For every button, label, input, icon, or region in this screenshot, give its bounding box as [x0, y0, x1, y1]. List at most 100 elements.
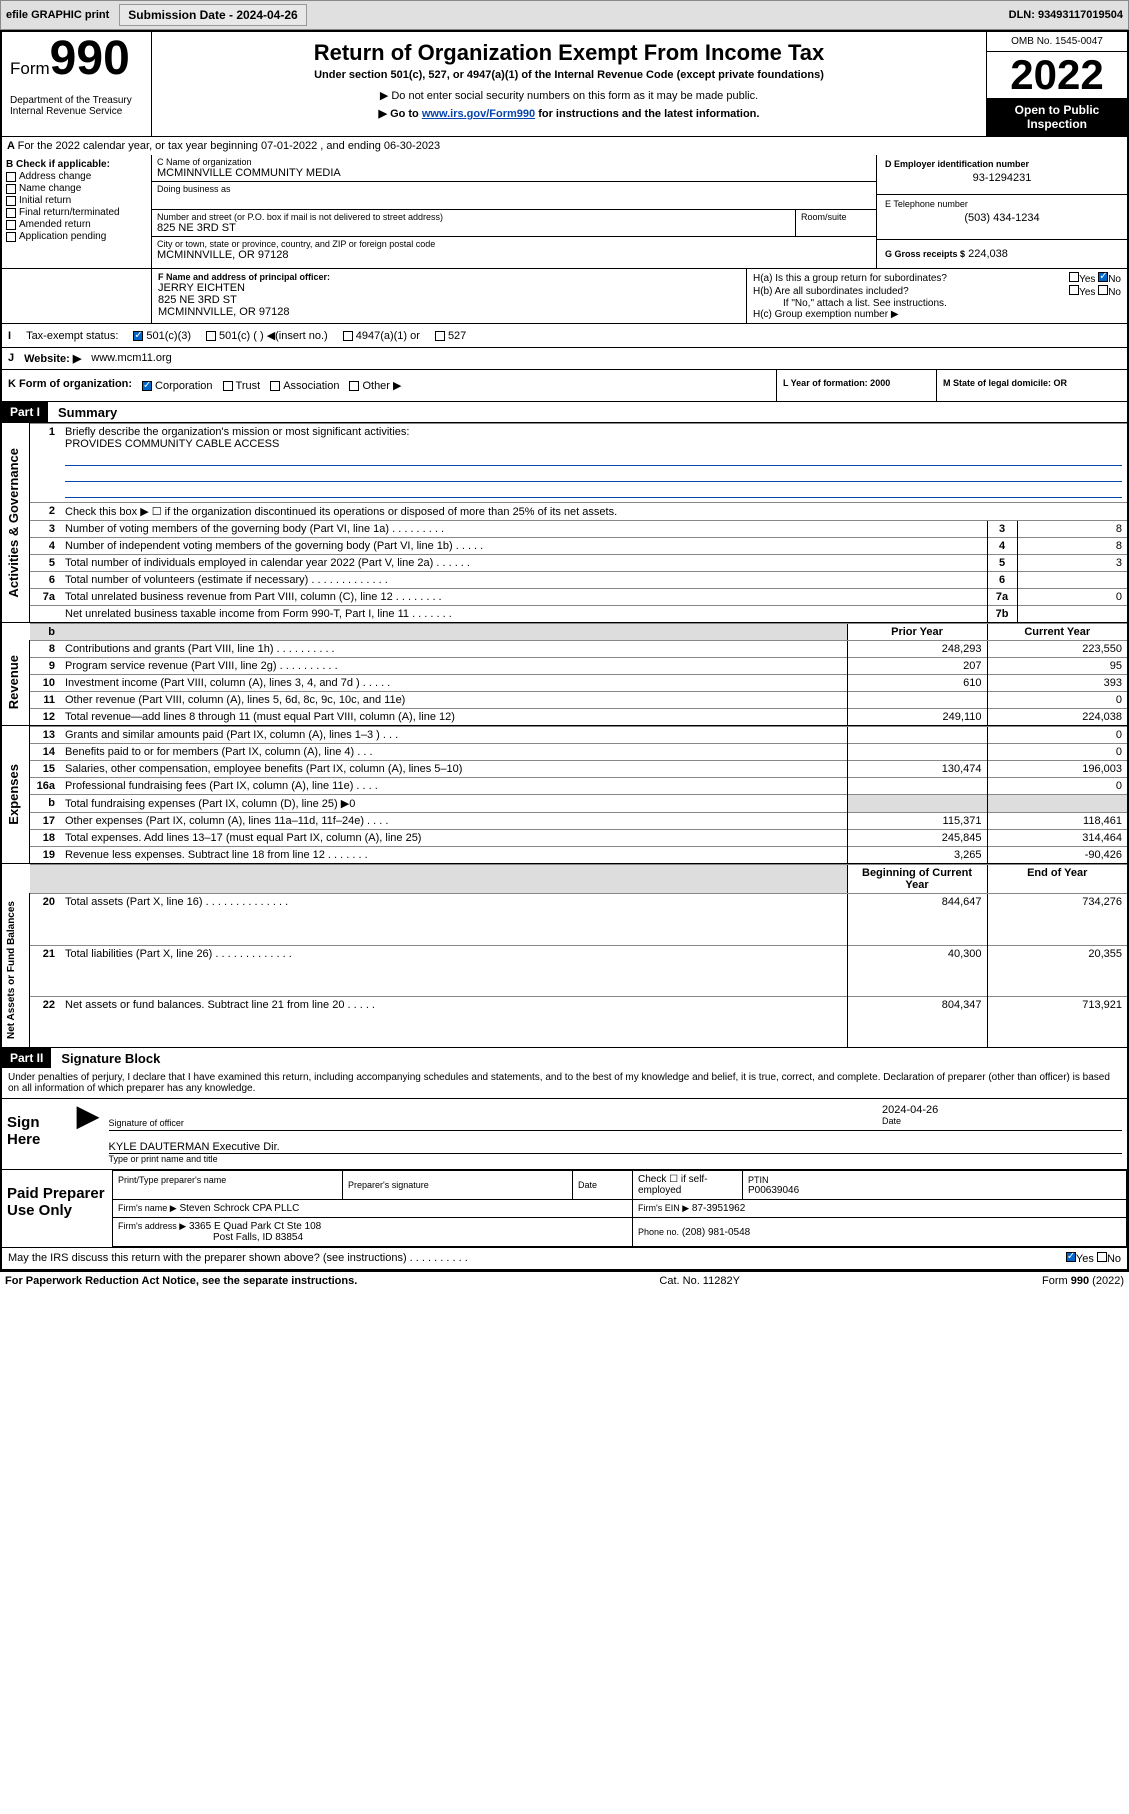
officer-city: MCMINNVILLE, OR 97128 [158, 306, 740, 318]
irs-label: Internal Revenue Service [10, 106, 143, 117]
row-k: K Form of organization: Corporation Trus… [2, 369, 1127, 401]
phone: (503) 434-1234 [885, 212, 1119, 224]
officer-sig-name: KYLE DAUTERMAN Executive Dir. [109, 1141, 1122, 1153]
v3: 8 [1017, 521, 1127, 538]
may-irs: May the IRS discuss this return with the… [8, 1252, 468, 1265]
dln-label: DLN: 93493117019504 [1009, 9, 1123, 21]
firm-name: Steven Schrock CPA PLLC [179, 1203, 299, 1214]
addr-label: Number and street (or P.O. box if mail i… [157, 212, 790, 222]
part1-title: Summary [48, 405, 117, 420]
city-label: City or town, state or province, country… [157, 239, 871, 249]
arrow-icon: ▶ [72, 1099, 104, 1169]
table-row: 10Investment income (Part VIII, column (… [30, 675, 1127, 692]
irs-link[interactable]: www.irs.gov/Form990 [422, 108, 535, 120]
form-container: Form990 Department of the Treasury Inter… [0, 30, 1129, 1271]
firm-addr-label: Firm's address ▶ [118, 1221, 186, 1231]
note-2: ▶ Go to www.irs.gov/Form990 for instruct… [162, 107, 976, 120]
part2-bar: Part II Signature Block [2, 1047, 1127, 1068]
ein: 93-1294231 [885, 172, 1119, 184]
table-row: 17Other expenses (Part IX, column (A), l… [30, 813, 1127, 830]
expenses-section: Expenses 13Grants and similar amounts pa… [2, 725, 1127, 863]
gross: 224,038 [968, 248, 1008, 260]
q4: Number of independent voting members of … [60, 538, 987, 555]
prep-check[interactable]: Check ☐ if self-employed [633, 1171, 743, 1200]
chk-501c[interactable]: 501(c) ( ) ◀(insert no.) [206, 329, 328, 342]
rev-table: 8Contributions and grants (Part VIII, li… [30, 640, 1127, 725]
part2-title: Signature Block [51, 1051, 160, 1066]
submission-button[interactable]: Submission Date - 2024-04-26 [119, 4, 306, 26]
net-section: Net Assets or Fund Balances 20Total asse… [2, 893, 1127, 1047]
beg-head: Beginning of Current Year [847, 865, 987, 894]
k-other[interactable]: Other ▶ [349, 379, 401, 392]
paid-label: Paid Preparer Use Only [2, 1170, 112, 1247]
form-id-box: Form990 Department of the Treasury Inter… [2, 32, 152, 136]
end-head: End of Year [987, 865, 1127, 894]
chk-amended[interactable]: Amended return [6, 219, 147, 230]
chk-527[interactable]: 527 [435, 330, 466, 342]
table-row: 8Contributions and grants (Part VIII, li… [30, 641, 1127, 658]
l-label: L Year of formation: 2000 [777, 370, 937, 401]
q2: Check this box ▶ ☐ if the organization d… [60, 503, 1127, 521]
v6 [1017, 572, 1127, 589]
chk-pending[interactable]: Application pending [6, 231, 147, 242]
chk-initial[interactable]: Initial return [6, 195, 147, 206]
prep-table: Print/Type preparer's name Preparer's si… [112, 1170, 1127, 1247]
officer-addr: 825 NE 3RD ST [158, 294, 740, 306]
q7b: Net unrelated business taxable income fr… [60, 606, 987, 623]
chk-address[interactable]: Address change [6, 171, 147, 182]
tax-year: 2022 [987, 52, 1127, 98]
officer-row: F Name and address of principal officer:… [2, 268, 1127, 323]
firm-name-label: Firm's name ▶ [118, 1203, 177, 1213]
sig-date-label: Date [882, 1116, 1122, 1126]
line-a: A For the 2022 calendar year, or tax yea… [2, 136, 1127, 155]
q6: Total number of volunteers (estimate if … [60, 572, 987, 589]
sign-here: Sign Here [2, 1099, 72, 1169]
exp-label: Expenses [2, 756, 25, 833]
h-a-answer: Yes No [1069, 272, 1121, 285]
chk-501c3[interactable]: 501(c)(3) [133, 330, 191, 342]
h-c: H(c) Group exemption number ▶ [753, 309, 1121, 320]
prep-sig-label: Preparer's signature [348, 1180, 567, 1190]
k-trust[interactable]: Trust [223, 379, 261, 392]
website: www.mcm11.org [91, 352, 171, 365]
form-number: 990 [50, 32, 130, 85]
org-info-grid: B Check if applicable: Address change Na… [2, 155, 1127, 268]
chk-4947[interactable]: 4947(a)(1) or [343, 330, 420, 342]
part1-bar: Part I Summary [2, 401, 1127, 422]
e-label: E Telephone number [885, 199, 1119, 209]
efile-label[interactable]: efile GRAPHIC print [6, 9, 109, 21]
addr: 825 NE 3RD ST [157, 222, 790, 234]
omb-label: OMB No. 1545-0047 [987, 32, 1127, 52]
year-header-row: b Prior Year Current Year [2, 622, 1127, 640]
table-row: 18Total expenses. Add lines 13–17 (must … [30, 830, 1127, 847]
open-public: Open to Public Inspection [987, 98, 1127, 136]
header-mid: Return of Organization Exempt From Incom… [152, 32, 987, 136]
sig-officer-label: Signature of officer [109, 1118, 872, 1128]
k-assoc[interactable]: Association [270, 379, 339, 392]
city: MCMINNVILLE, OR 97128 [157, 249, 871, 261]
gov-table: 1 Briefly describe the organization's mi… [30, 423, 1127, 622]
net-header-row: Beginning of Current Year End of Year [2, 863, 1127, 893]
table-row: 12Total revenue—add lines 8 through 11 (… [30, 709, 1127, 726]
mission: PROVIDES COMMUNITY CABLE ACCESS [65, 438, 279, 450]
paid-prep-row: Paid Preparer Use Only Print/Type prepar… [2, 1169, 1127, 1247]
firm-phone: (208) 981-0548 [682, 1227, 750, 1238]
table-row: 9Program service revenue (Part VIII, lin… [30, 658, 1127, 675]
declaration: Under penalties of perjury, I declare th… [2, 1068, 1127, 1098]
ptin: P00639046 [748, 1185, 1121, 1196]
chk-name[interactable]: Name change [6, 183, 147, 194]
form-header: Form990 Department of the Treasury Inter… [2, 32, 1127, 136]
part2-header: Part II [2, 1048, 51, 1068]
dept-label: Department of the Treasury [10, 95, 143, 106]
chk-final[interactable]: Final return/terminated [6, 207, 147, 218]
table-row: 14Benefits paid to or for members (Part … [30, 744, 1127, 761]
footer-mid: Cat. No. 11282Y [659, 1275, 740, 1287]
current-head: Current Year [987, 624, 1127, 641]
main-title: Return of Organization Exempt From Incom… [162, 40, 976, 66]
v4: 8 [1017, 538, 1127, 555]
firm-addr: 3365 E Quad Park Ct Ste 108 [189, 1221, 321, 1232]
k-label: K Form of organization: [8, 378, 132, 393]
table-row: 21Total liabilities (Part X, line 26) . … [30, 945, 1127, 997]
k-corp[interactable]: Corporation [142, 379, 212, 392]
v7a: 0 [1017, 589, 1127, 606]
